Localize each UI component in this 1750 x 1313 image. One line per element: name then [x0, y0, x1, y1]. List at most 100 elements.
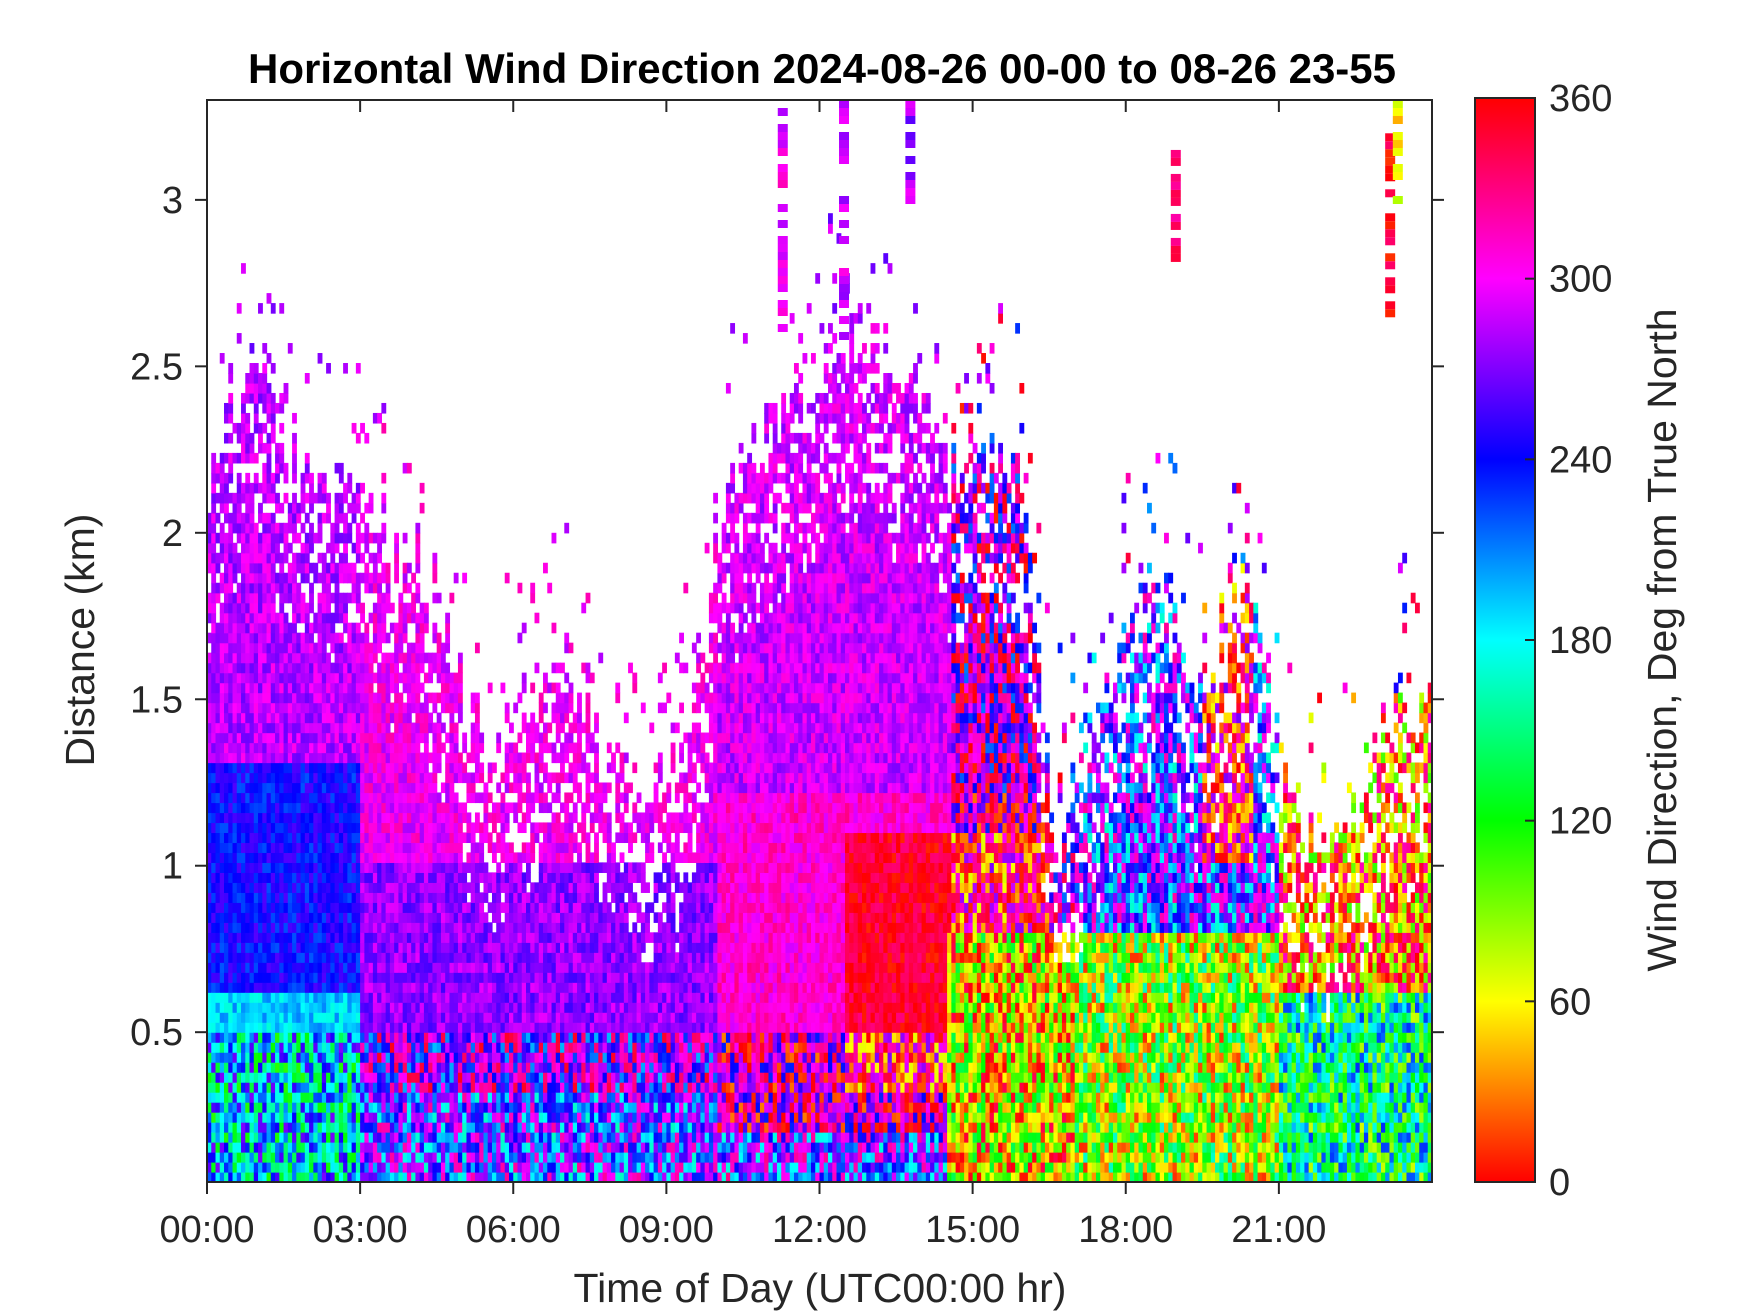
- heatmap-cell: [334, 782, 340, 794]
- heatmap-cell: [317, 482, 323, 494]
- heatmap-cell: [543, 732, 548, 744]
- heatmap-cell: [432, 1152, 438, 1163]
- heatmap-cell: [330, 822, 336, 834]
- heatmap-cell: [334, 722, 340, 734]
- heatmap-cell: [509, 942, 514, 953]
- heatmap-cell: [560, 1012, 565, 1023]
- heatmap-cell: [343, 932, 348, 943]
- heatmap-cell: [292, 982, 297, 993]
- heatmap-cell: [385, 602, 391, 614]
- heatmap-cell: [479, 1072, 485, 1083]
- heatmap-cell: [385, 1152, 391, 1163]
- heatmap-cell: [262, 992, 268, 1003]
- heatmap-cell: [245, 722, 251, 734]
- heatmap-cell: [500, 812, 506, 824]
- heatmap-cell: [313, 562, 319, 574]
- heatmap-cell: [296, 1162, 302, 1173]
- heatmap-cell: [321, 732, 327, 744]
- heatmap-cell: [377, 982, 382, 993]
- heatmap-cell: [385, 902, 391, 913]
- heatmap-cell: [470, 692, 476, 704]
- heatmap-cell: [440, 1012, 446, 1023]
- heatmap-cell: [279, 962, 285, 973]
- heatmap-cell: [275, 802, 280, 814]
- heatmap-cell: [228, 363, 234, 374]
- heatmap-cell: [543, 762, 548, 774]
- heatmap-cell: [470, 842, 476, 854]
- heatmap-cell: [479, 1052, 485, 1063]
- heatmap-cell: [474, 882, 480, 893]
- heatmap-cell: [245, 812, 251, 824]
- heatmap-cell: [207, 732, 212, 744]
- heatmap-cell: [423, 872, 429, 883]
- heatmap-cell: [236, 922, 242, 933]
- heatmap-cell: [466, 1082, 472, 1093]
- heatmap-cell: [445, 992, 451, 1003]
- heatmap-cell: [415, 872, 421, 883]
- heatmap-cell: [517, 862, 523, 873]
- heatmap-cell: [513, 1042, 519, 1053]
- heatmap-cell: [219, 972, 225, 983]
- heatmap-cell: [317, 662, 323, 674]
- heatmap-cell: [560, 852, 565, 863]
- heatmap-cell: [355, 832, 361, 844]
- heatmap-cell: [334, 752, 340, 764]
- heatmap-cell: [538, 912, 544, 923]
- heatmap-cell: [487, 1032, 493, 1043]
- heatmap-cell: [479, 742, 485, 754]
- heatmap-cell: [432, 572, 438, 584]
- heatmap-cell: [279, 1102, 285, 1113]
- heatmap-cell: [266, 532, 272, 544]
- heatmap-cell: [355, 652, 361, 664]
- heatmap-cell: [270, 742, 276, 754]
- heatmap-cell: [334, 1132, 340, 1143]
- heatmap-cell: [351, 1142, 357, 1153]
- heatmap-cell: [436, 832, 442, 844]
- heatmap-cell: [347, 722, 353, 734]
- heatmap-cell: [266, 1122, 272, 1133]
- heatmap-cell: [283, 692, 289, 704]
- heatmap-cell: [491, 802, 497, 814]
- heatmap-cell: [457, 862, 463, 873]
- heatmap-cell: [534, 882, 540, 893]
- heatmap-cell: [309, 762, 314, 774]
- heatmap-cell: [338, 792, 344, 804]
- heatmap-cell: [564, 1172, 570, 1182]
- heatmap-cell: [211, 952, 217, 963]
- heatmap-cell: [275, 992, 280, 1003]
- heatmap-cell: [219, 632, 225, 644]
- heatmap-cell: [423, 992, 429, 1003]
- heatmap-cell: [309, 922, 314, 933]
- heatmap-cell: [292, 782, 297, 794]
- heatmap-cell: [555, 782, 561, 794]
- heatmap-cell: [317, 772, 323, 784]
- heatmap-cell: [275, 472, 280, 484]
- heatmap-cell: [249, 812, 255, 824]
- heatmap-cell: [496, 962, 502, 973]
- heatmap-cell: [538, 902, 544, 913]
- heatmap-cell: [215, 462, 221, 474]
- heatmap-cell: [453, 1022, 459, 1033]
- heatmap-cell: [568, 1102, 574, 1113]
- heatmap-cell: [313, 532, 319, 544]
- heatmap-cell: [521, 962, 527, 973]
- heatmap-cell: [432, 1042, 438, 1053]
- heatmap-cell: [334, 1002, 340, 1013]
- heatmap-cell: [275, 1152, 280, 1163]
- heatmap-cell: [360, 422, 365, 434]
- heatmap-cell: [483, 1172, 489, 1182]
- heatmap-cell: [402, 1032, 408, 1043]
- heatmap-cell: [551, 1112, 557, 1123]
- heatmap-cell: [283, 712, 289, 724]
- heatmap-cell: [253, 982, 259, 993]
- heatmap-cell: [415, 1002, 421, 1013]
- heatmap-cell: [232, 1092, 238, 1103]
- heatmap-cell: [279, 1012, 285, 1023]
- heatmap-cell: [355, 842, 361, 854]
- heatmap-cell: [474, 862, 480, 873]
- heatmap-cell: [236, 702, 242, 714]
- heatmap-cell: [249, 922, 255, 933]
- heatmap-cell: [564, 1052, 570, 1063]
- heatmap-cell: [534, 782, 540, 794]
- heatmap-cell: [538, 982, 544, 993]
